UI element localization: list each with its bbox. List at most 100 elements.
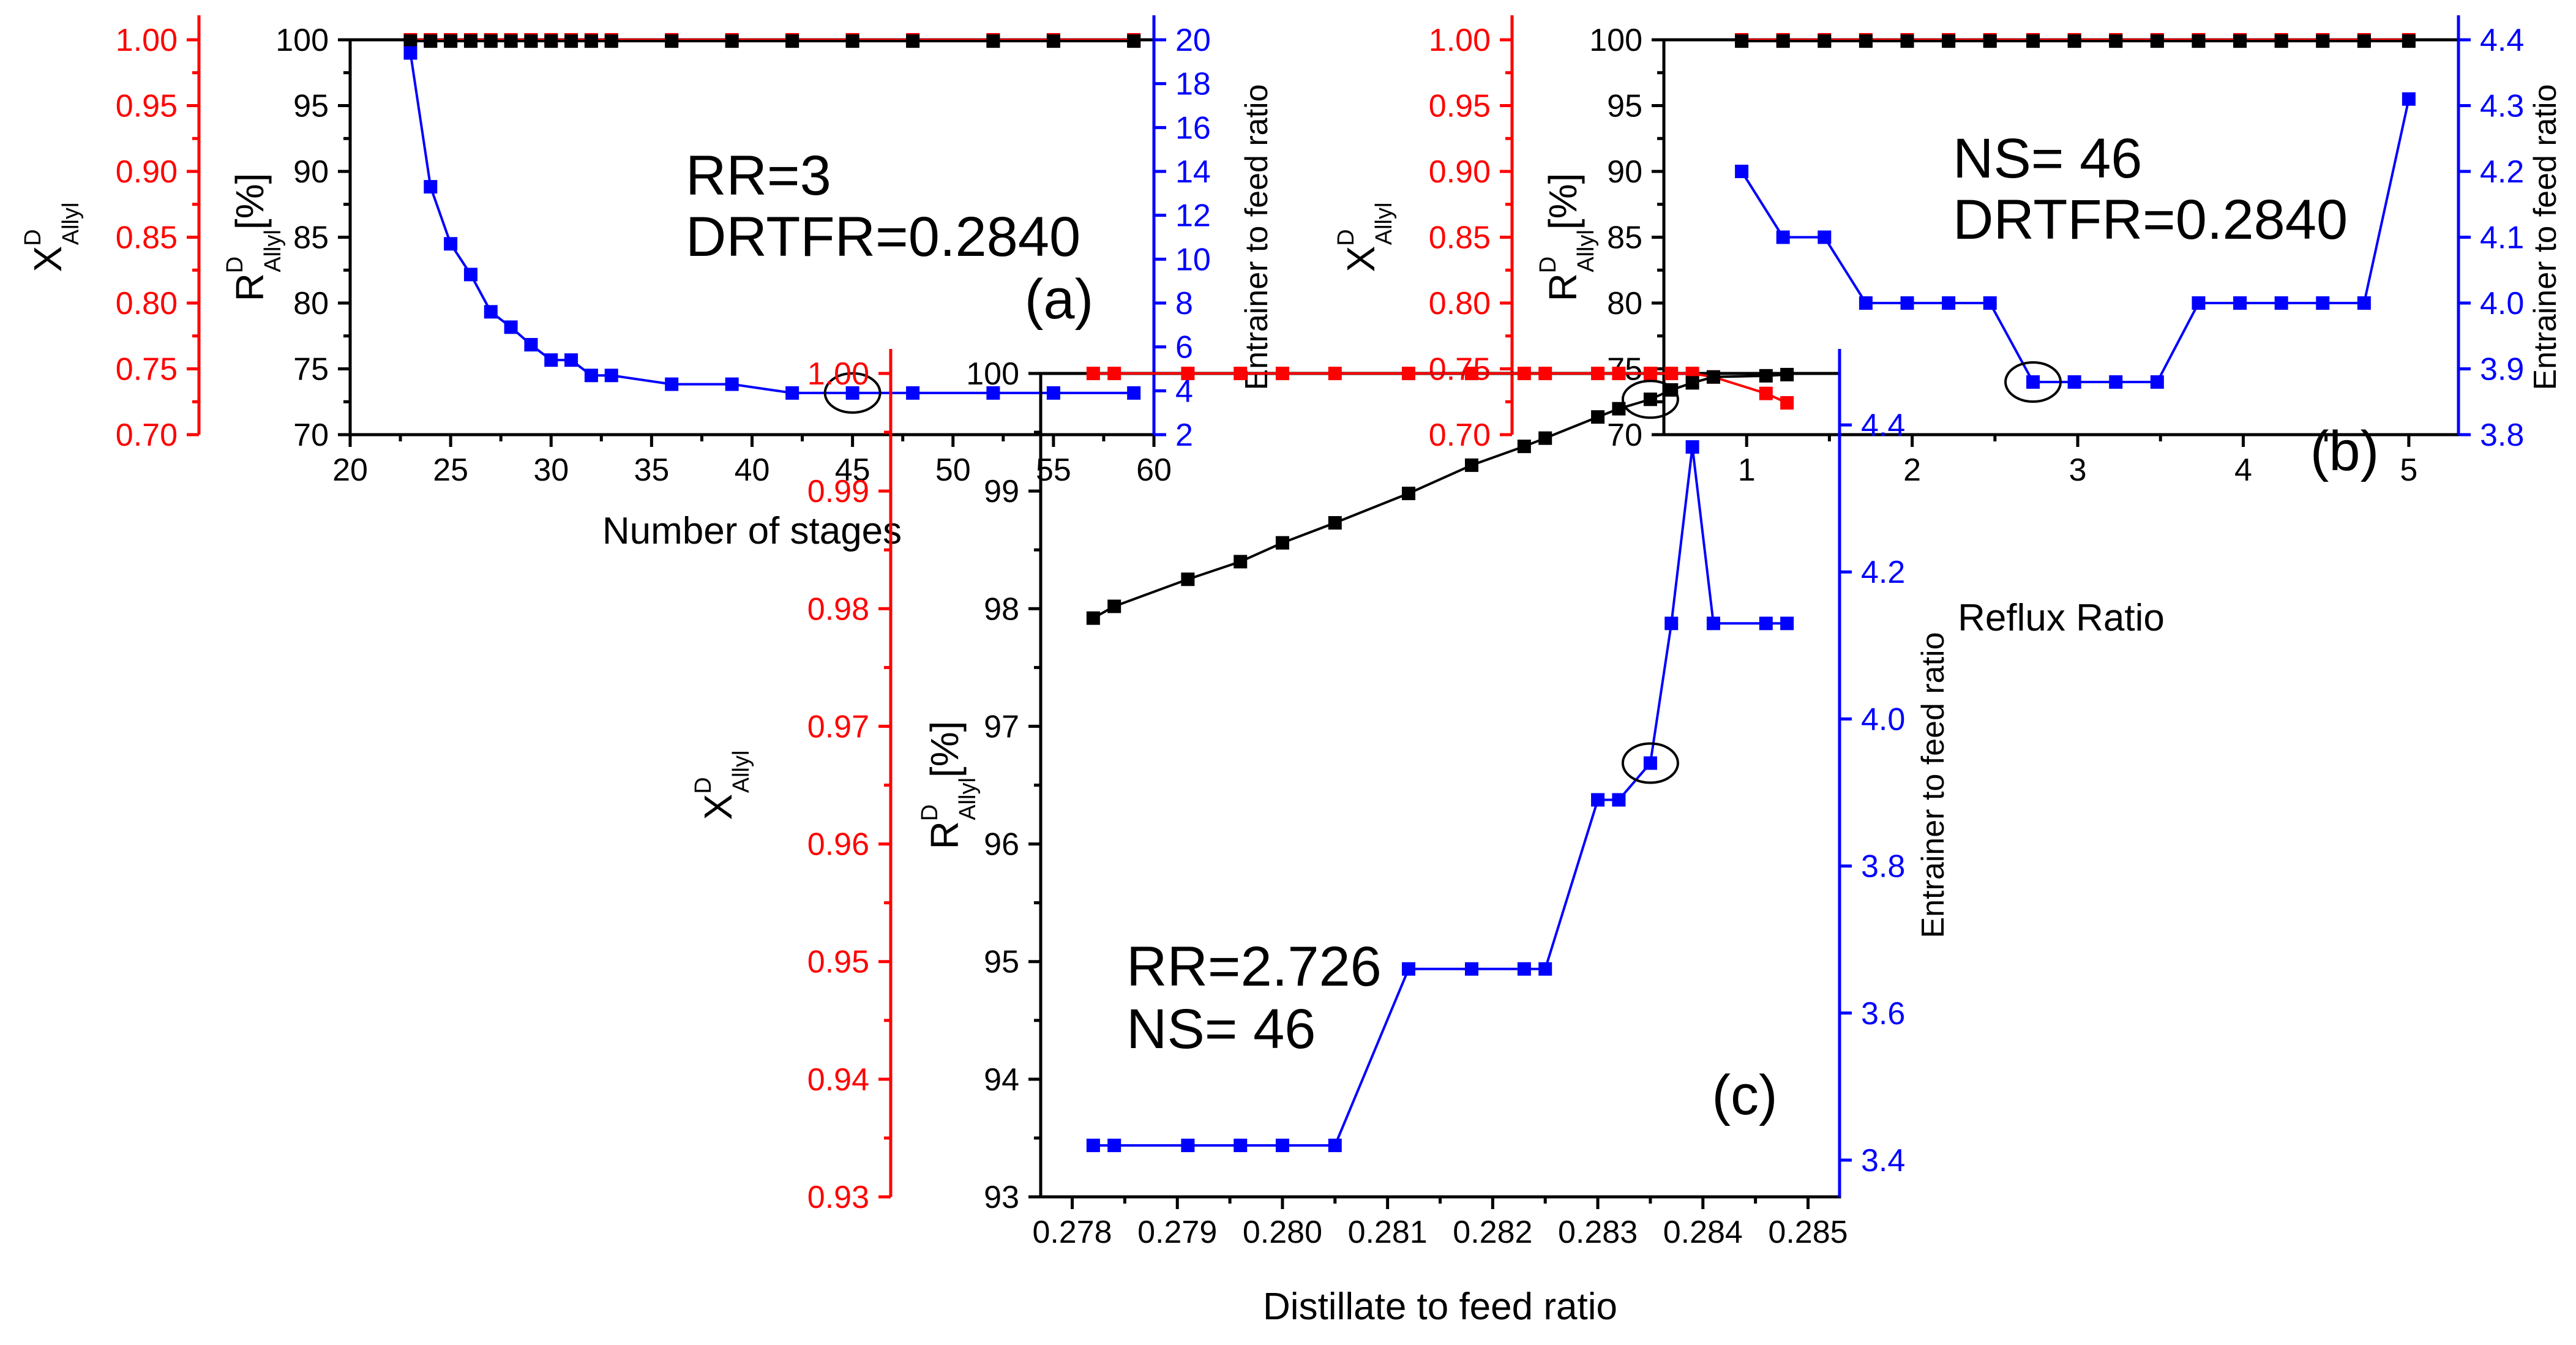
y-red-tick-label: 1.00: [1429, 23, 1491, 58]
y-blue-axis-title: Entrainer to feed ratio: [1915, 632, 1951, 938]
panel-c: 0.278 0.279 0.280 0.281 0.282 0.283 0.284 0.285…: [691, 349, 1951, 1328]
data-point-black: [665, 34, 679, 48]
data-point-blue: [484, 305, 498, 319]
data-point-black: [725, 34, 739, 48]
y-blue-tick-label: 3.8: [1861, 849, 1905, 885]
y-blue-tick-label: 4.4: [2480, 23, 2524, 58]
data-point-black: [2357, 34, 2371, 48]
data-point-blue: [1643, 756, 1657, 770]
y-red-tick-label: 0.70: [116, 418, 178, 453]
highlight-circle: [823, 372, 882, 414]
panel-label: (b): [2310, 420, 2379, 482]
data-point-black: [2109, 34, 2123, 48]
data-point-blue: [2233, 296, 2247, 310]
data-point-black: [1086, 611, 1100, 625]
data-point-black: [1759, 369, 1773, 383]
data-point-blue: [1685, 440, 1699, 454]
x-tick-label: 0.278: [1032, 1215, 1112, 1250]
y-black-tick-label: 85: [293, 220, 329, 256]
data-point-red: [1612, 367, 1626, 380]
x-tick-label: 3: [2069, 452, 2087, 488]
data-point-blue: [424, 180, 438, 194]
y-black-tick-label: 100: [966, 356, 1019, 392]
y-blue-tick-label: 20: [1175, 23, 1211, 58]
data-point-blue: [584, 369, 598, 383]
annotation-line-2: DRTFR=0.2840: [1953, 189, 2348, 251]
data-point-blue: [785, 386, 799, 400]
data-point-black: [444, 34, 458, 48]
data-point-blue: [524, 338, 538, 352]
data-point-blue: [2109, 375, 2123, 389]
data-point-black: [1612, 402, 1626, 416]
data-point-black: [1776, 34, 1790, 48]
data-point-red: [1328, 367, 1342, 380]
data-point-red: [1517, 367, 1531, 380]
data-point-black: [1685, 376, 1699, 390]
data-point-blue: [2026, 375, 2040, 389]
data-point-blue: [1776, 230, 1790, 244]
data-point-blue: [1046, 386, 1060, 400]
data-point-black: [1735, 34, 1749, 48]
y-red-axis-title: XD Allyl: [20, 203, 84, 272]
data-point-black: [1181, 572, 1195, 586]
x-tick-label: 4: [2234, 452, 2252, 488]
data-point-blue: [1759, 616, 1773, 631]
y-black-tick-label: 90: [1607, 154, 1642, 190]
y-blue-tick-label: 4.2: [1861, 555, 1905, 590]
data-point-red: [1181, 367, 1195, 380]
data-point-red: [1664, 367, 1679, 380]
data-point-blue: [1664, 616, 1679, 631]
data-point-black: [1983, 34, 1997, 48]
y-red-tick-label: 0.94: [807, 1062, 869, 1098]
data-point-black: [2026, 34, 2040, 48]
data-point-blue: [463, 268, 477, 282]
y-black-tick-label: 80: [1607, 286, 1642, 321]
y-black-tick-label: 93: [984, 1180, 1019, 1215]
data-point-blue: [2150, 375, 2164, 389]
y-blue-tick-label: 8: [1175, 286, 1193, 321]
data-point-blue: [1275, 1138, 1289, 1152]
x-tick-label: 1: [1738, 452, 1756, 488]
data-point-black: [504, 34, 518, 48]
x-tick-label: 0.285: [1768, 1215, 1848, 1250]
x-tick-label: 0.280: [1243, 1215, 1322, 1250]
x-tick-label: 20: [332, 452, 368, 488]
y-blue-tick-label: 16: [1175, 110, 1211, 146]
data-point-blue: [986, 386, 1000, 400]
data-point-blue: [1328, 1138, 1342, 1152]
y-black-tick-label: 98: [984, 591, 1019, 627]
y-blue-tick-label: 14: [1175, 154, 1211, 190]
data-point-blue: [1127, 386, 1141, 400]
data-point-red: [1591, 367, 1605, 380]
data-point-blue: [1465, 962, 1479, 976]
y-black-tick-label: 75: [293, 352, 329, 388]
y-red-tick-label: 0.99: [807, 474, 869, 509]
data-point-black: [1046, 34, 1060, 48]
x-tick-label: 0.283: [1558, 1215, 1638, 1250]
data-point-red: [1538, 367, 1552, 380]
x-tick-label: 30: [533, 452, 569, 488]
y-black-tick-label: 96: [984, 827, 1019, 863]
data-point-red: [1465, 367, 1479, 380]
y-black-tick-label: 90: [293, 154, 329, 190]
annotation-line-1: RR=2.726: [1126, 935, 1382, 998]
data-point-black: [1591, 410, 1605, 424]
y-red-tick-label: 0.70: [1429, 418, 1491, 453]
x-tick-label: 0.279: [1137, 1215, 1217, 1250]
x-tick-label: 0.282: [1453, 1215, 1532, 1250]
data-point-black: [564, 34, 578, 48]
data-point-blue: [544, 353, 558, 367]
y-black-tick-label: 95: [984, 945, 1019, 980]
data-point-black: [1900, 34, 1914, 48]
y-black-tick-label: 97: [984, 709, 1019, 744]
y-red-tick-label: 0.85: [116, 220, 178, 256]
data-point-blue: [1818, 230, 1832, 244]
y-black-axis-title: RD Allyl[%]: [222, 173, 286, 302]
y-red-tick-label: 0.95: [1429, 89, 1491, 124]
y-red-tick-label: 0.95: [807, 945, 869, 980]
data-point-blue: [604, 369, 618, 383]
data-point-blue: [1107, 1138, 1121, 1152]
data-point-black: [845, 34, 859, 48]
